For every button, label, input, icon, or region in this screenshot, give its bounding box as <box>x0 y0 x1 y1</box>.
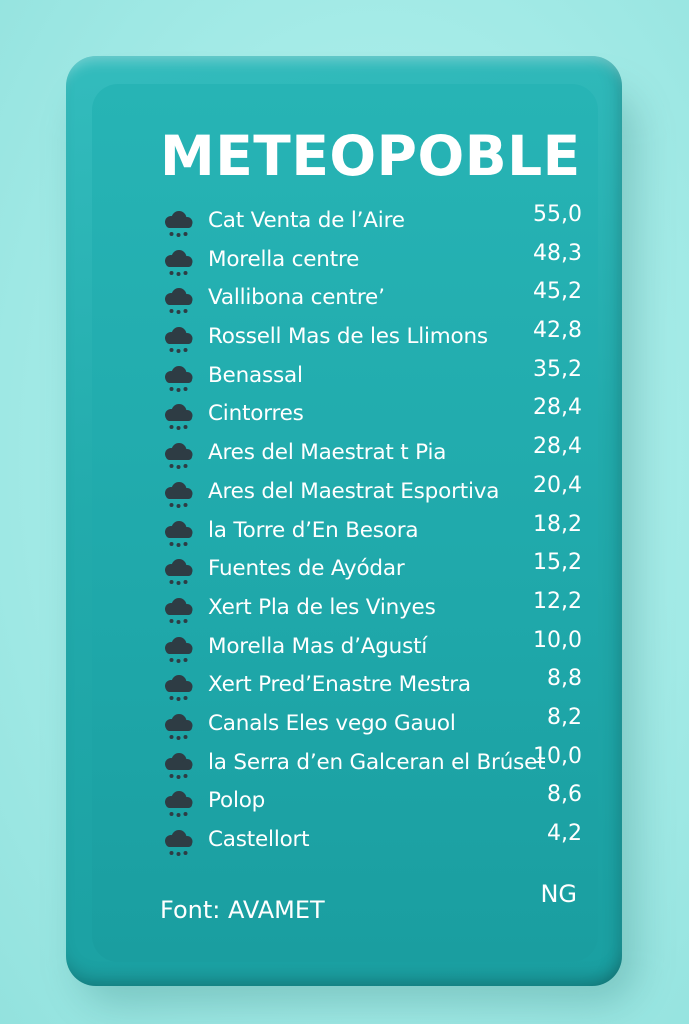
station-name: Xert Pred’Enastre Mestra <box>208 672 471 698</box>
station-name: Ares del Maestrat t Pia <box>208 440 447 466</box>
rainfall-value: 15,2 <box>533 550 582 576</box>
station-name: Ares del Maestrat Esportiva <box>208 478 500 504</box>
station-name: Cat Venta de l’Aire <box>208 208 405 233</box>
station-name: Canals Eles vego Gauol <box>208 710 456 736</box>
rain-cloud-icon <box>160 249 196 279</box>
station-row: Ares del Maestrat t Pia 28,4 <box>160 434 600 475</box>
station-name: Xert Pla de les Vinyes <box>208 594 436 620</box>
rainfall-value: 45,2 <box>533 279 582 305</box>
station-row: Canals Eles vego Gauol 8,2 <box>160 704 600 746</box>
rain-cloud-icon <box>160 674 196 704</box>
rainfall-value: 20,4 <box>533 472 582 498</box>
station-name: Castellort <box>208 827 310 852</box>
rainfall-value: 8,6 <box>547 782 582 808</box>
rainfall-value: 18,2 <box>533 511 582 537</box>
rainfall-value: 4,2 <box>547 821 582 846</box>
station-row: Ares del Maestrat Esportiva 20,4 <box>160 472 600 514</box>
rainfall-value: 28,4 <box>533 434 582 460</box>
station-row: Rossell Mas de les Llimons 42,8 <box>160 318 600 359</box>
rain-cloud-icon <box>160 442 196 472</box>
rainfall-value: 55,0 <box>533 202 582 227</box>
station-name: la Torre d’En Besora <box>208 517 419 543</box>
source-credit: Font: AVAMET <box>160 896 325 924</box>
rainfall-value: 10,0 <box>533 743 582 769</box>
station-name: Vallibona centre’ <box>208 285 385 311</box>
station-row: Polop 8,6 <box>160 782 600 823</box>
author-tag: NG <box>540 880 577 908</box>
rainfall-value: 12,2 <box>533 588 582 614</box>
station-row: Cintorres 28,4 <box>160 395 600 436</box>
station-row: la Serra d’en Galceran el Brúset 10,0 <box>160 743 600 785</box>
rainfall-value: 28,4 <box>533 395 582 421</box>
rainfall-value: 10,0 <box>533 627 582 653</box>
station-list: Cat Venta de l’Aire 55,0 Morella centre 48… <box>160 202 600 862</box>
rainfall-value: 35,2 <box>533 356 582 382</box>
rain-cloud-icon <box>160 287 196 317</box>
rain-cloud-icon <box>160 481 196 511</box>
rain-cloud-icon <box>160 597 196 627</box>
station-name: la Serra d’en Galceran el Brúset <box>208 749 546 775</box>
station-name: Benassal <box>208 362 303 388</box>
rain-cloud-icon <box>160 713 196 743</box>
station-name: Cintorres <box>208 401 304 427</box>
panel-title: METEOPOBLE <box>160 124 581 188</box>
station-row: Benassal 35,2 <box>160 356 600 398</box>
station-row: Fuentes de Ayódar 15,2 <box>160 550 600 591</box>
rainfall-value: 8,8 <box>547 666 582 692</box>
rain-cloud-icon <box>160 326 196 356</box>
station-row: Morella Mas d’Agustí 10,0 <box>160 627 600 669</box>
station-row: Cat Venta de l’Aire 55,0 <box>160 202 600 243</box>
rainfall-value: 48,3 <box>533 240 582 266</box>
rain-cloud-icon <box>160 365 196 395</box>
station-name: Polop <box>208 788 266 814</box>
rainfall-value: 42,8 <box>533 318 582 344</box>
station-name: Fuentes de Ayódar <box>208 556 405 582</box>
rainfall-value: 8,2 <box>547 704 582 730</box>
rain-cloud-icon <box>160 210 196 240</box>
rain-cloud-icon <box>160 752 196 782</box>
rain-cloud-icon <box>160 636 196 666</box>
station-row: Xert Pred’Enastre Mestra 8,8 <box>160 666 600 707</box>
station-name: Rossell Mas de les Llimons <box>208 324 488 350</box>
station-row: Castellort 4,2 <box>160 821 600 862</box>
rain-cloud-icon <box>160 520 196 550</box>
rain-cloud-icon <box>160 403 196 433</box>
station-row: Morella centre 48,3 <box>160 240 600 282</box>
station-name: Morella Mas d’Agustí <box>208 633 428 659</box>
rain-cloud-icon <box>160 790 196 820</box>
station-row: Vallibona centre’ 45,2 <box>160 279 600 320</box>
rain-cloud-icon <box>160 829 196 859</box>
station-name: Morella centre <box>208 246 360 272</box>
rain-cloud-icon <box>160 558 196 588</box>
station-row: la Torre d’En Besora 18,2 <box>160 511 600 553</box>
station-row: Xert Pla de les Vinyes 12,2 <box>160 588 600 630</box>
